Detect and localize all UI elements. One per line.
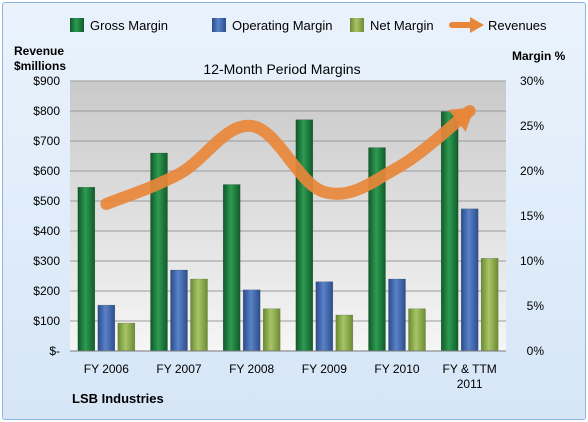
- left-tick-label: $-: [49, 344, 60, 358]
- right-tick-label: 5%: [527, 299, 545, 313]
- legend-swatch-operating-margin: [212, 18, 226, 32]
- right-tick-label: 20%: [520, 164, 544, 178]
- revenues-line-path: [100, 105, 476, 210]
- x-tick-label: FY & TTM: [443, 362, 497, 376]
- legend-label-operating-margin: Operating Margin: [232, 18, 332, 33]
- bars: [77, 111, 499, 352]
- x-tick-label: FY 2009: [302, 362, 347, 376]
- bar-net-margin: [117, 322, 136, 352]
- legend: Gross Margin Operating Margin Net Margin…: [70, 17, 547, 33]
- bar-gross-margin: [77, 186, 96, 352]
- x-tick-label: FY 2007: [156, 362, 201, 376]
- left-tick-label: $500: [33, 194, 60, 208]
- bar-net-margin: [335, 314, 354, 352]
- x-tick-label: FY 2008: [229, 362, 274, 376]
- plot-area: [70, 81, 506, 351]
- bar-gross-margin: [440, 111, 459, 352]
- right-axis-label: Margin %: [512, 49, 566, 63]
- bar-net-margin: [480, 258, 499, 352]
- left-tick-label: $100: [33, 314, 60, 328]
- legend-swatch-gross-margin: [70, 18, 84, 32]
- bar-operating-margin: [170, 269, 188, 352]
- legend-label-gross-margin: Gross Margin: [90, 18, 168, 33]
- legend-label-net-margin: Net Margin: [370, 18, 434, 33]
- left-tick-label: $900: [33, 74, 60, 88]
- bar-net-margin: [262, 308, 281, 352]
- legend-swatch-net-margin: [350, 18, 364, 32]
- right-tick-label: 0%: [527, 344, 545, 358]
- x-tick-label: FY 2010: [374, 362, 419, 376]
- left-tick-label: $600: [33, 164, 60, 178]
- gridlines: [70, 80, 506, 322]
- right-tick-label: 15%: [520, 209, 544, 223]
- bar-operating-margin: [242, 289, 261, 352]
- legend-arrowhead-revenues: [470, 17, 484, 33]
- left-tick-label: $800: [33, 104, 60, 118]
- left-axis-ticks: $- $100 $200 $300 $400 $500 $600 $700 $800 $900: [33, 74, 60, 358]
- revenues-arrowhead: [448, 107, 475, 132]
- bar-operating-margin: [460, 208, 479, 352]
- bar-net-margin: [190, 278, 208, 352]
- x-tick-label-line2: 2011: [457, 377, 483, 391]
- x-axis-ticks: FY 2006 FY 2007 FY 2008 FY 2009 FY 2010 FY & …: [84, 362, 497, 391]
- bar-operating-margin: [388, 278, 406, 352]
- left-tick-label: $700: [33, 134, 60, 148]
- bar-gross-margin: [222, 184, 241, 352]
- left-axis-label-line2: $millions: [14, 59, 66, 73]
- x-tick-label: FY 2006: [84, 362, 129, 376]
- right-tick-label: 30%: [520, 74, 544, 88]
- left-axis-label-line1: Revenue: [14, 44, 64, 58]
- legend-label-revenues: Revenues: [488, 18, 547, 33]
- right-tick-label: 25%: [520, 119, 544, 133]
- bar-gross-margin: [295, 119, 314, 352]
- revenues-line: [100, 105, 476, 210]
- company-label: LSB Industries: [72, 391, 164, 406]
- left-tick-label: $200: [33, 284, 60, 298]
- bar-operating-margin: [97, 304, 116, 352]
- right-axis-ticks: 0% 5% 10% 15% 20% 25% 30%: [520, 74, 544, 358]
- right-tick-label: 10%: [520, 254, 544, 268]
- chart-title: 12-Month Period Margins: [203, 61, 360, 77]
- bar-operating-margin: [315, 281, 334, 352]
- left-tick-label: $400: [33, 224, 60, 238]
- bar-net-margin: [408, 308, 426, 352]
- left-tick-label: $300: [33, 254, 60, 268]
